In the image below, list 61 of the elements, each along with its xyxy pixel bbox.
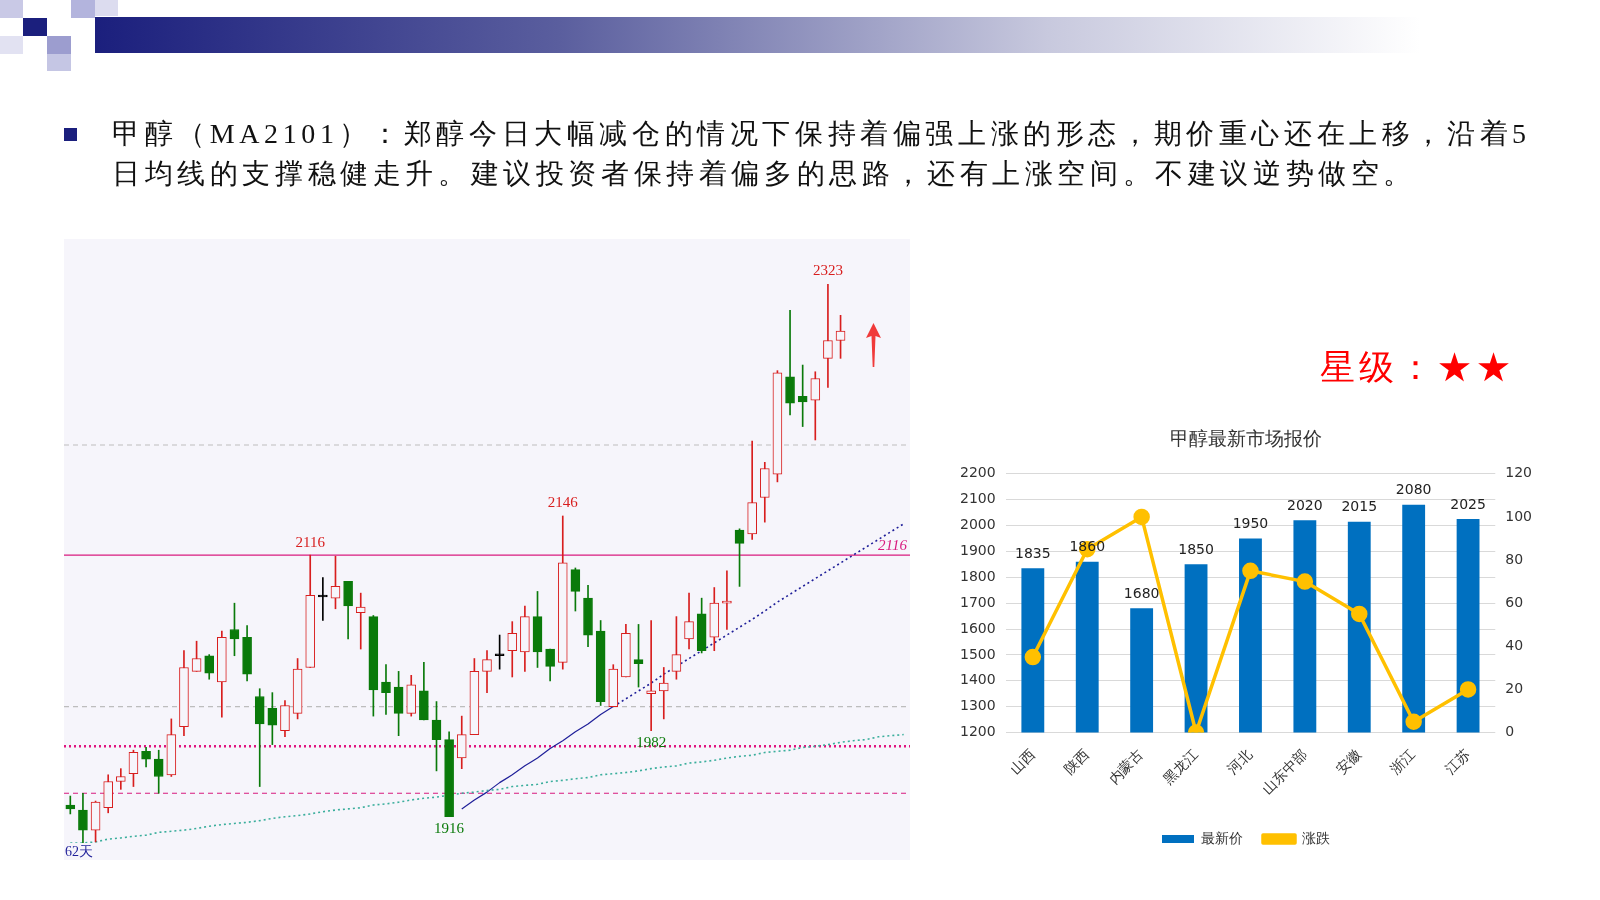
y-tick-label: 1900 xyxy=(959,542,996,559)
y-tick-label: 1500 xyxy=(959,645,996,662)
x-tick-label: 浙江 xyxy=(1387,746,1419,777)
text: 星级：★★ xyxy=(1320,348,1515,388)
point xyxy=(1405,713,1422,730)
x-tick-label: 陕西 xyxy=(1061,746,1092,777)
candlestick xyxy=(355,592,366,650)
data-label: 2015 xyxy=(1341,498,1378,515)
candlestick xyxy=(823,284,833,388)
point xyxy=(1296,573,1314,590)
candlestick xyxy=(115,768,126,790)
x-tick-label: 黑龙江 xyxy=(1160,746,1201,787)
annotation: 2323 xyxy=(812,262,843,279)
point xyxy=(1459,681,1477,698)
candlestick xyxy=(381,664,391,715)
annotation: 1916 xyxy=(434,820,465,837)
data-label: 1950 xyxy=(1232,515,1269,532)
y2-tick-label: 80 xyxy=(1505,550,1524,567)
annotation: 2116 xyxy=(878,536,908,553)
y-tick-label: 2200 xyxy=(959,464,996,481)
y2-tick-label: 120 xyxy=(1505,464,1533,481)
annotation: 2116 xyxy=(295,533,326,550)
y-tick-label: 1300 xyxy=(959,697,996,714)
candlestick xyxy=(658,667,669,720)
y-tick-label: 2000 xyxy=(959,516,996,533)
data-label: 2080 xyxy=(1395,481,1432,498)
candlestick xyxy=(797,364,808,427)
x-tick-label: 山东中部 xyxy=(1259,746,1310,797)
data-label: 1850 xyxy=(1178,540,1214,557)
y2-tick-label: 100 xyxy=(1505,507,1533,524)
annotation: 2146 xyxy=(547,494,579,511)
y-tick-label: 1200 xyxy=(959,723,996,740)
y-tick-label: 2100 xyxy=(959,490,996,507)
x-tick-label: 山西 xyxy=(1007,746,1038,777)
candlestick xyxy=(722,570,732,630)
point xyxy=(1024,648,1042,666)
x-tick-label: 河北 xyxy=(1224,746,1256,777)
legend-label: 最新价 xyxy=(1201,830,1243,846)
annotation: 1982 xyxy=(636,734,667,751)
point xyxy=(1351,605,1368,623)
y-tick-label: 1400 xyxy=(959,671,996,688)
text: 62天 xyxy=(65,843,93,859)
data-label: 1680 xyxy=(1123,584,1160,601)
y2-tick-label: 40 xyxy=(1505,636,1524,653)
data-label: 2020 xyxy=(1287,497,1323,514)
chart-title: 甲醇最新市场报价 xyxy=(1170,428,1322,450)
data-label: 1835 xyxy=(1015,544,1051,561)
data-label: 2025 xyxy=(1450,495,1486,512)
x-tick-label: 安徽 xyxy=(1333,746,1364,777)
point xyxy=(1242,562,1259,580)
x-tick-label: 江苏 xyxy=(1442,746,1473,777)
legend-label: 涨跌 xyxy=(1302,830,1330,846)
y2-tick-label: 20 xyxy=(1505,680,1524,697)
y2-tick-label: 0 xyxy=(1505,723,1515,740)
x-tick-label: 内蒙古 xyxy=(1106,746,1147,787)
y-tick-label: 1700 xyxy=(959,593,996,610)
y-tick-label: 1600 xyxy=(959,619,996,636)
chart-title: 甲醇（MA2101）：郑醇今日大幅减仓的情况下保持着偏强上涨的形态，期价重心还在上移，沿着5日均线的支撑稳健走升。建议投资者保持着偏多的思路，还有上涨空间。不建议逆势做空。 xyxy=(112,117,1532,191)
y-tick-label: 1800 xyxy=(959,567,996,584)
point xyxy=(1133,508,1150,526)
y2-tick-label: 60 xyxy=(1505,593,1524,610)
